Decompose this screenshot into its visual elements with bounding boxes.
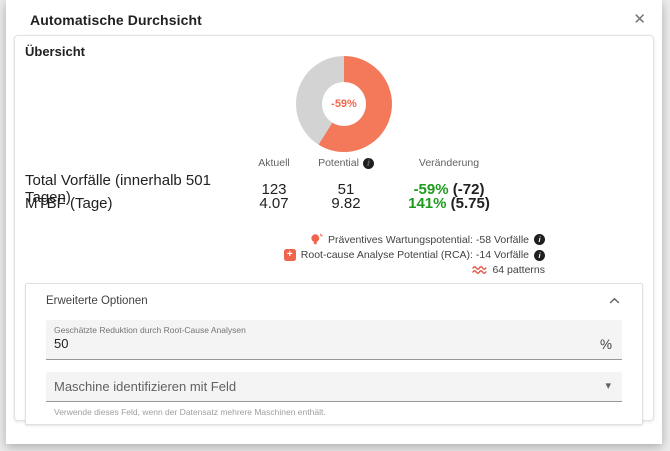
- legend-label: Präventives Wartungspotential: -58 Vorfä…: [328, 233, 529, 246]
- total-change-value: -59% (-72): [413, 180, 485, 198]
- header-potential: Potential i: [309, 157, 383, 169]
- plus-square-icon: +: [283, 249, 296, 261]
- dialog-header: Automatische Durchsicht ✕: [6, 0, 662, 35]
- advanced-options-header[interactable]: Erweiterte Optionen: [26, 284, 642, 317]
- metrics-table: Aktuell Potential i Veränderung Total Vo…: [25, 154, 643, 214]
- overview-card: Übersicht -59% Aktuell Potential i Verän…: [14, 35, 654, 425]
- overview-section-title: Übersicht: [25, 44, 85, 59]
- potential-legend: Präventives Wartungspotential: -58 Vorfä…: [25, 233, 643, 276]
- legend-root-cause: + Root-cause Analyse Potential (RCA): -1…: [283, 249, 545, 261]
- legend-preventive-maintenance: Präventives Wartungspotential: -58 Vorfä…: [310, 233, 545, 246]
- machine-field-label: Maschine identifizieren mit Feld: [54, 379, 237, 394]
- automatic-review-dialog: Automatische Durchsicht ✕ Übersicht -59%…: [6, 0, 662, 444]
- preventive-info-icon[interactable]: i: [534, 234, 545, 245]
- row-label-mtbf: MTBF (Tage): [25, 195, 113, 212]
- advanced-options-title: Erweiterte Optionen: [46, 294, 148, 307]
- header-veraenderung: Veränderung: [418, 157, 480, 169]
- percent-suffix: %: [599, 337, 612, 352]
- lightbulb-icon: [310, 233, 323, 246]
- table-row: MTBF (Tage) 4.07 9.82 141% (5.75): [25, 193, 643, 214]
- header-aktuell: Aktuell: [258, 157, 290, 169]
- dialog-title: Automatische Durchsicht: [30, 12, 202, 28]
- legend-patterns: 64 patterns: [472, 264, 545, 276]
- table-row: Total Vorfälle (innerhalb 501 Tagen) 123…: [25, 172, 643, 206]
- advanced-options-panel: Erweiterte Optionen Geschätzte Reduktion…: [25, 283, 643, 425]
- waves-icon: [472, 265, 488, 275]
- rca-info-icon[interactable]: i: [534, 249, 545, 261]
- total-aktuell-value: 123: [261, 180, 287, 198]
- mtbf-change-value: 141% (5.75): [408, 195, 490, 212]
- chevron-up-icon[interactable]: [609, 297, 620, 305]
- donut-center-label: -59%: [322, 82, 366, 126]
- donut-chart: -59%: [35, 56, 653, 152]
- metrics-header-row: Aktuell Potential i Veränderung: [25, 154, 643, 172]
- mtbf-aktuell-value: 4.07: [259, 195, 289, 212]
- donut-ring: -59%: [296, 56, 392, 152]
- legend-label: Root-cause Analyse Potential (RCA): -14 …: [300, 249, 529, 261]
- mtbf-potential-value: 9.82: [331, 195, 361, 212]
- caret-down-icon: ▾: [605, 380, 611, 392]
- potential-info-icon[interactable]: i: [362, 157, 374, 169]
- machine-field-helper: Verwende dieses Feld, wenn der Datensatz…: [54, 407, 326, 417]
- row-label-total-vorfaelle: Total Vorfälle (innerhalb 501 Tagen): [25, 172, 211, 206]
- legend-label: 64 patterns: [492, 264, 545, 276]
- total-potential-value: 51: [337, 180, 355, 198]
- reduction-input[interactable]: [54, 335, 592, 351]
- close-icon[interactable]: ✕: [633, 11, 646, 28]
- reduction-field: Geschätzte Reduktion durch Root-Cause An…: [46, 320, 622, 360]
- reduction-field-label: Geschätzte Reduktion durch Root-Cause An…: [54, 325, 246, 335]
- machine-field-select[interactable]: Maschine identifizieren mit Feld ▾: [46, 372, 622, 402]
